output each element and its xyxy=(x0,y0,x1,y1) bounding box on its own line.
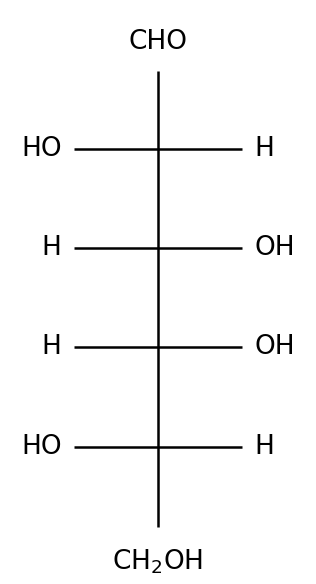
Text: OH: OH xyxy=(254,235,295,261)
Text: CHO: CHO xyxy=(129,29,187,55)
Text: OH: OH xyxy=(254,335,295,360)
Text: H: H xyxy=(254,434,274,460)
Text: H: H xyxy=(42,235,62,261)
Text: H: H xyxy=(254,136,274,162)
Text: HO: HO xyxy=(21,136,62,162)
Text: HO: HO xyxy=(21,434,62,460)
Text: H: H xyxy=(42,335,62,360)
Text: CH$_2$OH: CH$_2$OH xyxy=(112,548,204,576)
